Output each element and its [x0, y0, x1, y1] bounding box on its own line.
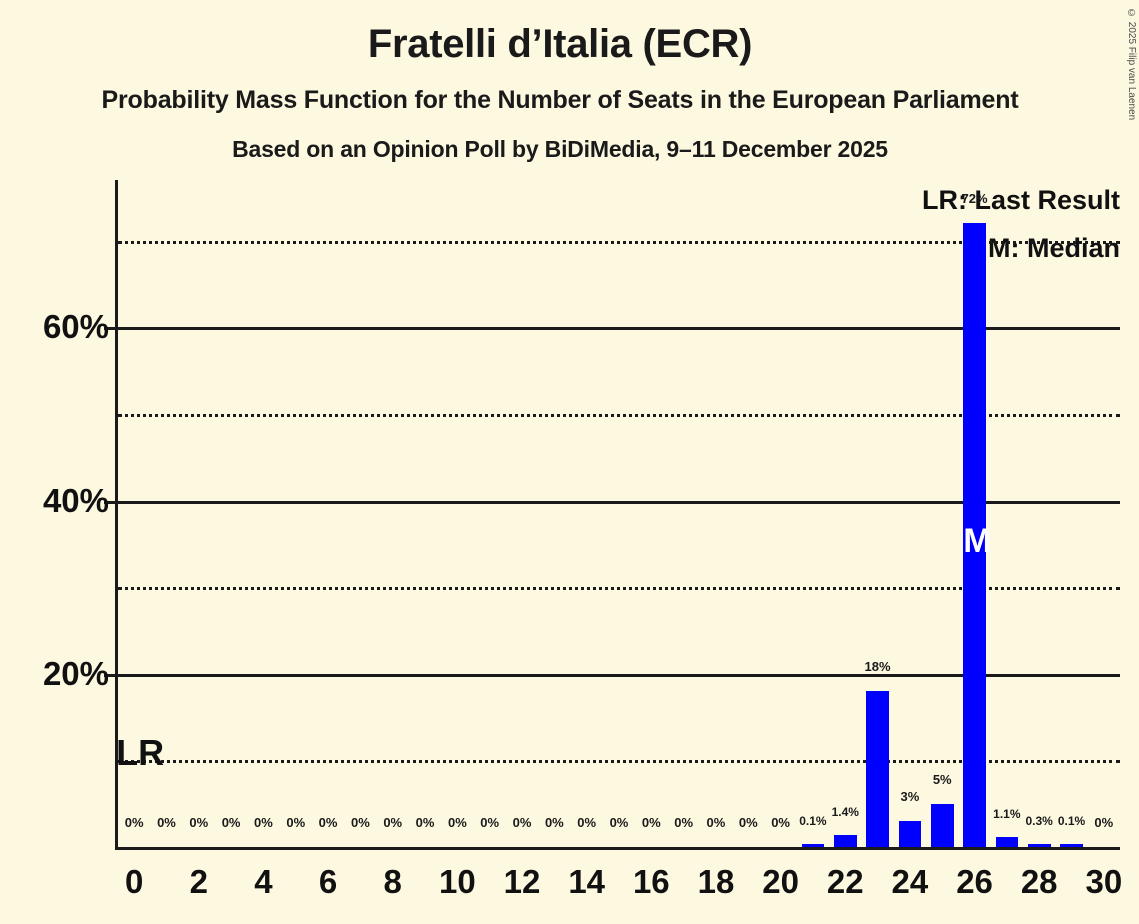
bar-value-label-seat-10: 0% — [447, 815, 467, 830]
x-axis-label-12: 12 — [503, 863, 541, 900]
x-axis-label-14: 14 — [568, 863, 606, 900]
bar-value-label-seat-2: 0% — [189, 815, 209, 830]
bar-value-label-seat-0: 0% — [124, 815, 144, 830]
y-tick-60 — [104, 327, 118, 331]
bar-seat-22[interactable] — [833, 834, 857, 847]
bar-value-label-seat-11: 0% — [480, 815, 500, 830]
x-axis-label-2: 2 — [189, 863, 208, 900]
bar-value-label-seat-30: 0% — [1094, 815, 1114, 830]
page-title: Fratelli d’Italia (ECR) — [367, 22, 753, 66]
x-axis-line — [115, 847, 1120, 850]
legend-last-result: LR: Last Result — [921, 185, 1120, 215]
bar-seat-21[interactable] — [801, 844, 825, 847]
x-axis-label-16: 16 — [632, 863, 670, 900]
bar-seat-24[interactable] — [898, 821, 922, 847]
legend-median: M: Median — [988, 233, 1120, 263]
bar-value-label-seat-24: 3% — [900, 789, 920, 805]
bar-value-label-seat-19: 0% — [738, 815, 758, 830]
x-axis-label-0: 0 — [124, 863, 144, 900]
bar-seat-27[interactable] — [995, 837, 1019, 847]
bar-value-label-seat-6: 0% — [318, 815, 338, 830]
bar-value-label-seat-29: 0.1% — [1057, 814, 1086, 828]
last-result-marker: LR — [116, 732, 165, 774]
bar-value-label-seat-28: 0.3% — [1025, 814, 1053, 828]
gridline-dotted-50 — [118, 413, 1120, 417]
y-tick-20 — [104, 673, 118, 677]
x-axis-label-18: 18 — [697, 863, 735, 900]
x-axis-label-28: 28 — [1020, 863, 1058, 900]
bar-value-label-seat-13: 0% — [544, 815, 564, 830]
gridline-dotted-70 — [118, 240, 1120, 244]
bar-value-label-seat-1: 0% — [157, 815, 176, 830]
y-axis-label: 40% — [42, 481, 109, 519]
gridline-solid-60 — [118, 327, 1120, 331]
y-axis-label: 60% — [42, 308, 109, 346]
bar-value-label-seat-7: 0% — [351, 815, 370, 830]
bar-value-label-seat-8: 0% — [383, 815, 403, 830]
x-axis-label-24: 24 — [891, 863, 929, 900]
bar-seat-25[interactable] — [930, 803, 954, 847]
bar-value-label-seat-4: 0% — [254, 815, 273, 830]
bar-value-label-seat-5: 0% — [286, 815, 306, 830]
bar-value-label-seat-18: 0% — [706, 815, 726, 830]
chart-subtitle: Probability Mass Function for the Number… — [101, 86, 1019, 114]
bar-value-label-seat-3: 0% — [221, 815, 241, 830]
x-axis-label-26: 26 — [956, 863, 993, 900]
median-marker: M — [963, 522, 992, 561]
bar-value-label-seat-26: 72% — [961, 191, 988, 207]
bar-value-label-seat-21: 0.1% — [799, 814, 827, 828]
bar-value-label-seat-20: 0% — [771, 815, 790, 830]
gridline-solid-40 — [118, 500, 1120, 504]
bar-seat-23[interactable] — [866, 691, 889, 847]
gridline-solid-20 — [118, 673, 1120, 677]
bar-value-label-seat-17: 0% — [674, 815, 694, 830]
y-axis-line — [115, 180, 118, 847]
bar-seat-29[interactable] — [1060, 844, 1083, 847]
chart-source-line: Based on an Opinion Poll by BiDiMedia, 9… — [232, 136, 888, 162]
copyright-notice: © 2025 Filip van Laenen — [1126, 8, 1137, 121]
bar-value-label-seat-16: 0% — [641, 815, 661, 830]
bar-value-label-seat-14: 0% — [577, 815, 597, 830]
plot-area: 0% 0% 0% 0% 0% 0% 0% 0% 0% 0% 0% 0% 0% 0% 0% 0% 0% 0% 0% 0%… — [104, 180, 1120, 850]
bar-value-label-seat-23: 18% — [864, 659, 891, 675]
gridline-dotted-30 — [118, 587, 1120, 591]
x-axis-label-8: 8 — [383, 863, 402, 900]
bar-value-label-seat-25: 5% — [932, 771, 952, 787]
y-tick-40 — [104, 500, 118, 504]
x-axis-label-22: 22 — [826, 863, 864, 900]
bar-seat-26[interactable] — [963, 223, 986, 847]
x-axis-label-30: 30 — [1085, 863, 1123, 900]
bar-seat-28[interactable] — [1027, 844, 1051, 847]
y-axis-label: 20% — [42, 654, 109, 692]
x-axis-label-4: 4 — [254, 863, 273, 900]
gridline-dotted-10 — [118, 760, 1120, 764]
x-axis-label-20: 20 — [762, 863, 799, 900]
x-axis-label-6: 6 — [318, 863, 338, 900]
bar-value-label-seat-22: 1.4% — [831, 804, 859, 819]
bar-value-label-seat-15: 0% — [609, 815, 629, 830]
bar-value-label-seat-9: 0% — [415, 815, 435, 830]
bar-value-label-seat-12: 0% — [512, 815, 532, 830]
x-axis-label-10: 10 — [439, 863, 476, 900]
bar-value-label-seat-27: 1.1% — [993, 807, 1021, 822]
